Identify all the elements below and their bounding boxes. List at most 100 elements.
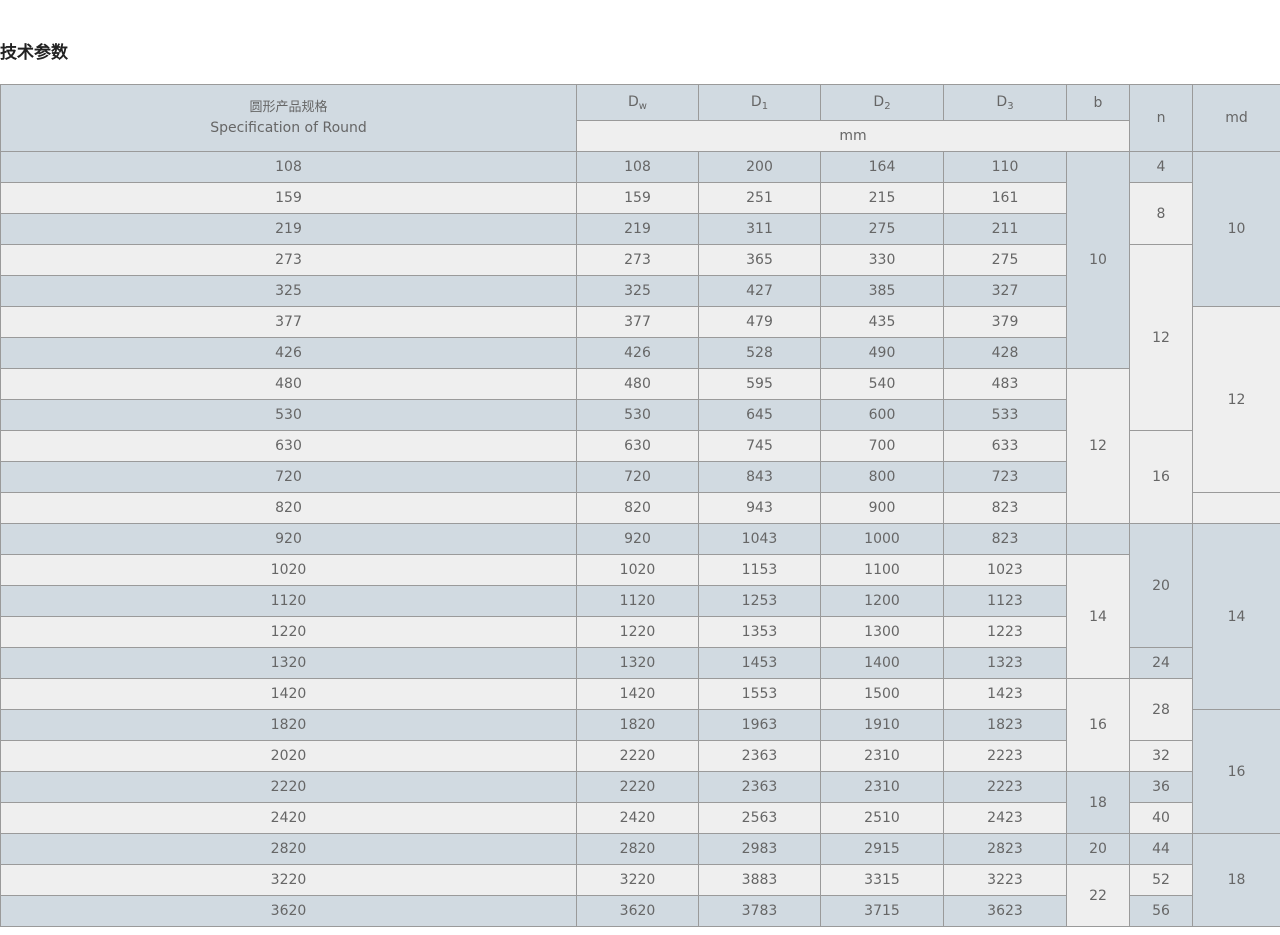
cell-b: 20 [1066, 833, 1130, 865]
cell-d1: 365 [698, 244, 821, 276]
table-row: 426 426 528 490 428 [0, 337, 1280, 369]
cell-d1: 528 [698, 337, 821, 369]
cell-d2: 700 [820, 430, 944, 462]
cell-spec: 1820 [0, 709, 577, 741]
header-d3: D3 [943, 84, 1067, 121]
cell-d3: 1223 [943, 616, 1067, 648]
header-spec: 圆形产品规格 Specification of Round [0, 84, 577, 152]
cell-md: 12 [1192, 306, 1280, 493]
cell-dw: 2420 [576, 802, 699, 834]
cell-dw: 920 [576, 523, 699, 555]
cell-d2: 1100 [820, 554, 944, 586]
cell-d1: 1353 [698, 616, 821, 648]
cell-spec: 219 [0, 213, 577, 245]
cell-d1: 843 [698, 461, 821, 493]
cell-d2: 3315 [820, 864, 944, 896]
cell-d1: 1043 [698, 523, 821, 555]
cell-d1: 943 [698, 492, 821, 524]
cell-d2: 1300 [820, 616, 944, 648]
cell-dw: 3620 [576, 895, 699, 927]
cell-spec: 630 [0, 430, 577, 462]
cell-d1: 1963 [698, 709, 821, 741]
cell-d3: 2223 [943, 740, 1067, 772]
cell-d3: 327 [943, 275, 1067, 307]
table-row: 2220 2220 2363 2310 2223 18 36 [0, 771, 1280, 834]
cell-d3: 723 [943, 461, 1067, 493]
cell-md: 10 [1192, 151, 1280, 307]
table-row: 159 159 251 215 161 8 [0, 182, 1280, 245]
header-n: n [1129, 84, 1193, 152]
cell-dw: 426 [576, 337, 699, 369]
header-dw: Dw [576, 84, 699, 121]
table-row: 1020 1020 1153 1100 1023 14 [0, 554, 1280, 679]
cell-spec: 2820 [0, 833, 577, 865]
cell-d1: 251 [698, 182, 821, 214]
section-title: 技术参数 [0, 43, 68, 63]
cell-spec: 325 [0, 275, 577, 307]
header-md: md [1192, 84, 1280, 152]
cell-n: 4 [1129, 151, 1193, 183]
cell-dw: 720 [576, 461, 699, 493]
cell-d2: 490 [820, 337, 944, 369]
cell-d2: 164 [820, 151, 944, 183]
cell-dw: 530 [576, 399, 699, 431]
cell-d2: 1000 [820, 523, 944, 555]
cell-dw: 630 [576, 430, 699, 462]
cell-d2: 385 [820, 275, 944, 307]
table-row: 2420 2420 2563 2510 2423 40 [0, 802, 1280, 834]
table-row: 1220 1220 1353 1300 1223 [0, 616, 1280, 648]
cell-d3: 533 [943, 399, 1067, 431]
cell-spec: 108 [0, 151, 577, 183]
cell-d2: 900 [820, 492, 944, 524]
cell-d3: 2423 [943, 802, 1067, 834]
cell-n: 52 [1129, 864, 1193, 896]
cell-d2: 275 [820, 213, 944, 245]
table-row: 108 108 200 164 110 10 4 10 [0, 151, 1280, 369]
cell-spec: 530 [0, 399, 577, 431]
cell-d3: 633 [943, 430, 1067, 462]
table-row: 1420 1420 1553 1500 1423 16 28 [0, 678, 1280, 772]
cell-dw: 3220 [576, 864, 699, 896]
cell-d1: 2563 [698, 802, 821, 834]
cell-d1: 3883 [698, 864, 821, 896]
cell-spec: 159 [0, 182, 577, 214]
cell-dw: 219 [576, 213, 699, 245]
cell-d2: 330 [820, 244, 944, 276]
cell-spec: 2420 [0, 802, 577, 834]
cell-d2: 800 [820, 461, 944, 493]
header-spec-en: Specification of Round [210, 120, 367, 136]
cell-d2: 2310 [820, 740, 944, 772]
cell-spec: 273 [0, 244, 577, 276]
cell-d1: 1453 [698, 647, 821, 679]
cell-spec: 3620 [0, 895, 577, 927]
header-d1: D1 [698, 84, 821, 121]
cell-d1: 479 [698, 306, 821, 338]
cell-dw: 1020 [576, 554, 699, 586]
cell-d3: 3223 [943, 864, 1067, 896]
cell-d1: 427 [698, 275, 821, 307]
cell-n: 56 [1129, 895, 1193, 927]
table-row: 377 377 479 435 379 12 [0, 306, 1280, 493]
header-unit: mm [576, 120, 1130, 152]
cell-b: 10 [1066, 151, 1130, 369]
cell-dw: 377 [576, 306, 699, 338]
cell-d1: 2983 [698, 833, 821, 865]
cell-dw: 480 [576, 368, 699, 400]
cell-d1: 1553 [698, 678, 821, 710]
cell-spec: 426 [0, 337, 577, 369]
cell-spec: 2020 [0, 740, 577, 772]
table-row: 820 820 943 900 823 [0, 492, 1280, 524]
cell-d1: 745 [698, 430, 821, 462]
cell-dw: 820 [576, 492, 699, 524]
cell-dw: 108 [576, 151, 699, 183]
spec-table: 圆形产品规格 Specification of Round Dw D1 D2 D… [0, 84, 1280, 927]
cell-d3: 1823 [943, 709, 1067, 741]
cell-b: 16 [1066, 678, 1130, 772]
cell-d1: 1153 [698, 554, 821, 586]
cell-d3: 1323 [943, 647, 1067, 679]
table-row: 480 480 595 540 483 12 [0, 368, 1280, 524]
cell-d1: 2363 [698, 771, 821, 803]
cell-dw: 1820 [576, 709, 699, 741]
cell-spec: 3220 [0, 864, 577, 896]
cell-d2: 2915 [820, 833, 944, 865]
